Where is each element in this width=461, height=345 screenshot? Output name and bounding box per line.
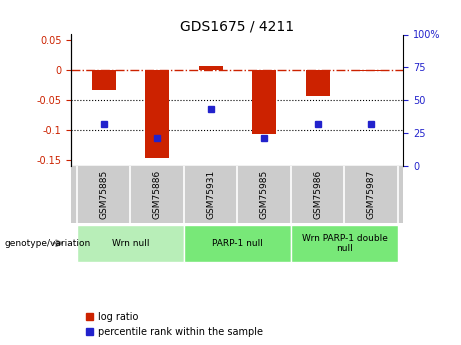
Bar [184,225,291,262]
Title: GDS1675 / 4211: GDS1675 / 4211 [180,19,295,33]
Text: GSM75986: GSM75986 [313,169,322,219]
Text: GSM75985: GSM75985 [260,169,269,219]
Legend: log ratio, percentile rank within the sample: log ratio, percentile rank within the sa… [86,312,263,337]
Text: GSM75885: GSM75885 [99,169,108,219]
Bar [291,225,398,262]
Bar [145,70,169,158]
Text: GSM75886: GSM75886 [153,169,162,219]
Text: PARP-1 null: PARP-1 null [212,239,263,248]
Text: Wrn PARP-1 double
null: Wrn PARP-1 double null [301,234,387,253]
Text: genotype/variation: genotype/variation [5,239,91,248]
Text: Wrn null: Wrn null [112,239,149,248]
Bar [199,66,223,70]
Bar [252,70,276,134]
Text: GSM75931: GSM75931 [206,169,215,219]
Text: GSM75987: GSM75987 [367,169,376,219]
Bar [92,70,116,90]
Bar [77,225,184,262]
Bar [306,70,330,96]
Bar [359,70,383,71]
